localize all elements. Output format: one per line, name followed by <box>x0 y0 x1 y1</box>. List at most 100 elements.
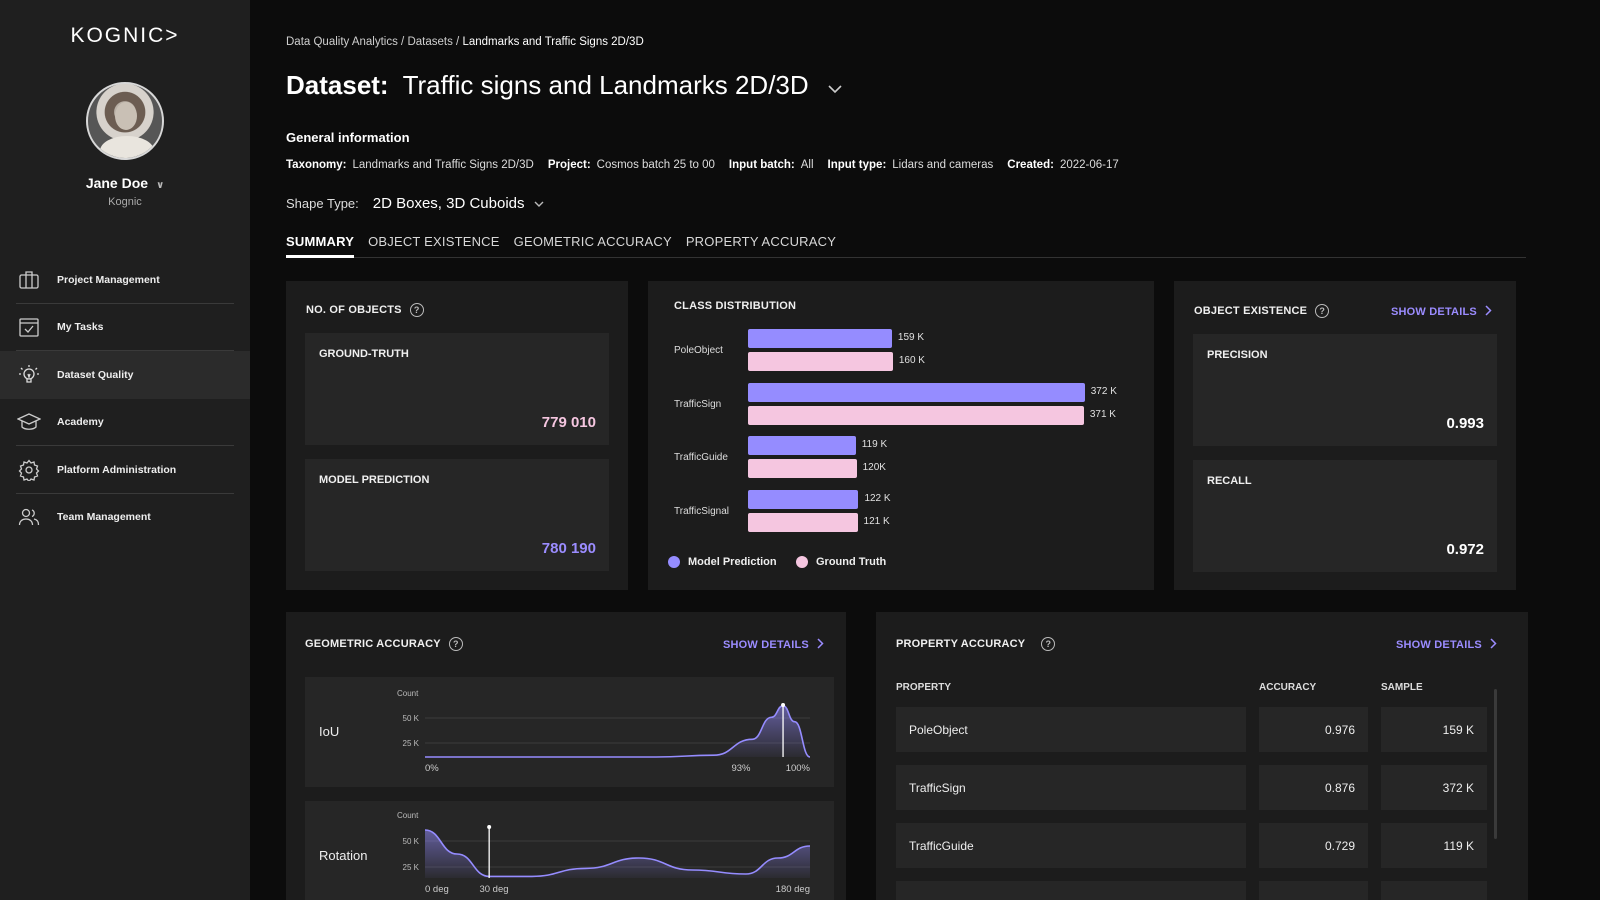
object-existence-show-details[interactable]: SHOW DETAILS <box>1391 305 1492 319</box>
bar-trafficguide-model[interactable] <box>748 436 856 455</box>
geometric-accuracy-title: GEOMETRIC ACCURACY? <box>305 637 463 651</box>
iou-chart-box: IoU Count 50 K 25 K 0% 93% 100% <box>305 677 834 787</box>
help-icon[interactable]: ? <box>1041 637 1056 651</box>
sidebar-item-my-tasks[interactable]: My Tasks <box>0 304 250 351</box>
bar-value-label: 120K <box>862 462 886 473</box>
marker-dot <box>781 703 786 707</box>
cell-property: TrafficSign <box>909 780 966 795</box>
sidebar-item-project-management[interactable]: Project Management <box>0 256 250 304</box>
table-cell: 372 K <box>1381 765 1487 810</box>
cell-accuracy: 0.876 <box>1324 780 1355 795</box>
help-icon[interactable]: ? <box>448 637 463 651</box>
created-label: Created: <box>1007 159 1054 171</box>
table-scrollbar[interactable] <box>1494 689 1497 839</box>
y-tick-label: 50 K <box>403 714 420 723</box>
show-details-label: SHOW DETAILS <box>1396 639 1482 651</box>
input-type-value: Lidars and cameras <box>892 159 994 171</box>
legend-model-prediction: Model Prediction <box>668 556 777 568</box>
bar-value-label: 160 K <box>898 355 925 366</box>
recall-label: RECALL <box>1207 475 1252 487</box>
taxonomy-value: Landmarks and Traffic Signs 2D/3D <box>352 159 534 171</box>
column-header-property[interactable]: PROPERTY <box>896 682 952 693</box>
dataset-meta: Taxonomy: Landmarks and Traffic Signs 2D/… <box>286 159 1119 171</box>
breadcrumb-link-analytics[interactable]: Data Quality Analytics <box>286 36 398 48</box>
histogram-line <box>425 704 811 758</box>
card-title-text: NO. OF OBJECTS <box>306 304 402 316</box>
model-prediction-tile: MODEL PREDICTION 780 190 <box>305 459 609 571</box>
chevron-down-icon[interactable] <box>827 70 843 101</box>
iou-histogram: Count 50 K 25 K 0% 93% 100% <box>397 689 811 774</box>
bar-trafficsignal-model[interactable] <box>748 489 859 509</box>
bar-poleobject-model[interactable] <box>748 329 892 348</box>
breadcrumb-separator: / <box>397 36 408 48</box>
bar-poleobject-ground[interactable] <box>748 352 893 371</box>
precision-tile: PRECISION 0.993 <box>1193 334 1497 446</box>
geometric-show-details[interactable]: SHOW DETAILS <box>723 638 824 652</box>
shape-type-select[interactable]: 2D Boxes, 3D Cuboids <box>372 195 525 212</box>
x-tick-label: 0 deg <box>425 884 449 895</box>
project-label: Project: <box>547 159 591 171</box>
dataset-selector[interactable]: Dataset: Traffic signs and Landmarks 2D/… <box>286 70 843 101</box>
property-show-details[interactable]: SHOW DETAILS <box>1396 638 1497 652</box>
user-menu[interactable]: Jane Doe ∨ <box>0 175 250 191</box>
table-row[interactable]: TrafficSign <box>896 765 1246 810</box>
model-prediction-label: MODEL PREDICTION <box>319 474 430 486</box>
table-cell <box>1259 881 1368 900</box>
chevron-right-icon <box>1490 638 1497 652</box>
iou-label: IoU <box>319 724 340 739</box>
object-existence-title: OBJECT EXISTENCE? <box>1194 304 1330 318</box>
tab-property-accuracy[interactable]: PROPERTY ACCURACY <box>685 234 837 249</box>
column-header-sample[interactable]: SAMPLE <box>1381 682 1423 693</box>
tab-bar: SUMMARY OBJECT EXISTENCE GEOMETRIC ACCUR… <box>286 232 1526 258</box>
bar-trafficguide-ground[interactable] <box>748 459 857 478</box>
gear-icon <box>17 458 41 482</box>
taxonomy-label: Taxonomy: <box>286 159 347 171</box>
ground-truth-tile: GROUND-TRUTH 779 010 <box>305 333 609 445</box>
show-details-label: SHOW DETAILS <box>1391 306 1477 318</box>
table-cell: 0.876 <box>1259 765 1368 810</box>
sidebar-item-team-management[interactable]: Team Management <box>0 494 250 542</box>
tab-geometric-accuracy[interactable]: GEOMETRIC ACCURACY <box>513 234 672 249</box>
bar-trafficsignal-ground[interactable] <box>748 512 858 532</box>
bar-trafficsign-model[interactable] <box>748 382 1085 402</box>
chevron-down-icon[interactable] <box>533 196 545 211</box>
breadcrumb: Data Quality Analytics / Datasets / Land… <box>286 36 644 48</box>
class-distribution-card: CLASS DISTRIBUTION Model Prediction Grou… <box>648 281 1154 590</box>
help-icon[interactable]: ? <box>409 303 424 317</box>
class-label-trafficsignal: TrafficSignal <box>674 505 730 517</box>
briefcase-icon <box>17 268 41 292</box>
sidebar-item-academy[interactable]: Academy <box>0 399 250 446</box>
precision-value: 0.993 <box>1446 415 1484 432</box>
table-row[interactable]: PoleObject <box>896 707 1246 752</box>
rotation-label: Rotation <box>319 848 368 863</box>
breadcrumb-link-datasets[interactable]: Datasets <box>407 36 453 48</box>
table-row[interactable]: TrafficGuide <box>896 823 1246 868</box>
table-cell: 119 K <box>1381 823 1487 868</box>
column-header-accuracy[interactable]: ACCURACY <box>1259 682 1317 693</box>
legend-dot-ground <box>796 556 808 568</box>
ground-truth-label: GROUND-TRUTH <box>319 348 409 360</box>
marker-dot <box>487 825 492 829</box>
sidebar-nav: Project Management My Tasks Dataset Qual… <box>0 256 250 541</box>
y-tick-label: 50 K <box>403 837 420 846</box>
bar-trafficsign-ground[interactable] <box>748 405 1084 425</box>
sidebar-item-platform-administration[interactable]: Platform Administration <box>0 446 250 494</box>
cell-sample: 372 K <box>1442 780 1474 795</box>
histogram-line <box>424 829 811 878</box>
input-batch-value: All <box>800 159 814 171</box>
avatar[interactable] <box>86 82 164 160</box>
bar-value-label: 119 K <box>861 439 888 450</box>
objects-card-title: NO. OF OBJECTS? <box>306 303 424 317</box>
object-existence-card: OBJECT EXISTENCE? SHOW DETAILS PRECISION… <box>1174 281 1516 590</box>
table-row[interactable] <box>896 881 1246 900</box>
kognic-logo[interactable]: KOGNIC> <box>70 24 180 47</box>
tab-object-existence[interactable]: OBJECT EXISTENCE <box>368 234 500 249</box>
sidebar-item-label: Academy <box>57 416 104 429</box>
rotation-chart-box: Rotation Count 50 K 25 K 0 deg 30 deg 180 deg <box>305 801 834 900</box>
tab-summary[interactable]: SUMMARY <box>286 232 355 258</box>
class-label-trafficsign: TrafficSign <box>674 398 722 410</box>
users-icon <box>17 505 41 529</box>
sidebar-item-dataset-quality[interactable]: Dataset Quality <box>0 351 250 399</box>
chevron-right-icon <box>817 638 824 652</box>
help-icon[interactable]: ? <box>1315 304 1330 318</box>
